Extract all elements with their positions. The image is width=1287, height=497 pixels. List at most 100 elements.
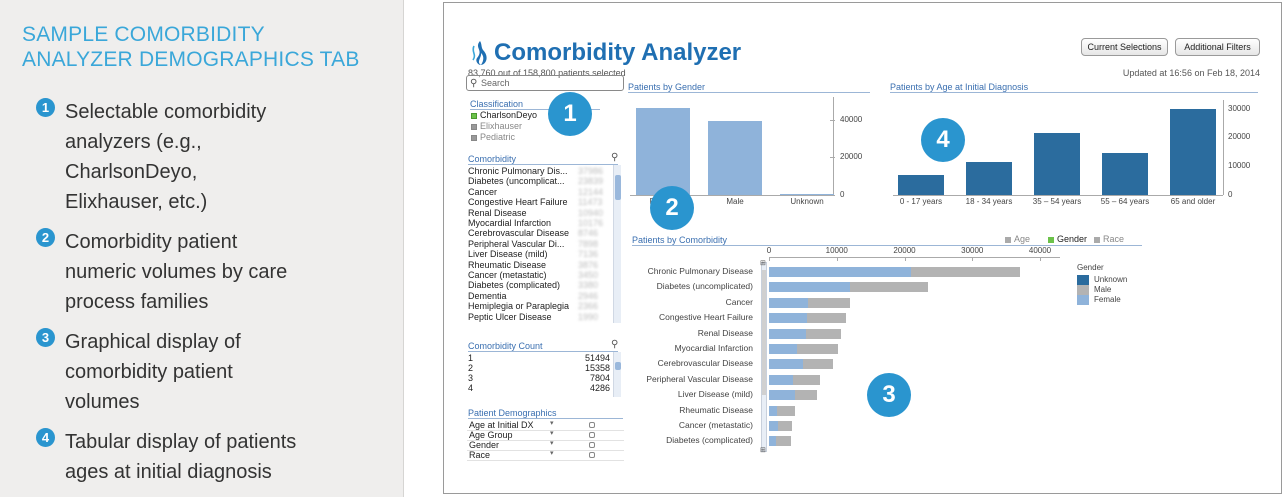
classification-item-elixhauser[interactable]: Elixhauser bbox=[480, 121, 523, 131]
comorb-bar-female[interactable] bbox=[769, 359, 803, 370]
feature-number: 3 bbox=[36, 328, 55, 347]
search-icon[interactable]: ⚲ bbox=[611, 339, 619, 350]
chart-tab-race[interactable]: Race bbox=[1103, 234, 1125, 244]
description-panel: SAMPLE COMORBIDITY ANALYZER DEMOGRAPHICS… bbox=[0, 0, 404, 497]
dropdown-arrow-icon[interactable]: ▾ bbox=[550, 420, 554, 427]
comorb-bar-male[interactable] bbox=[806, 313, 847, 324]
filter-checkbox[interactable] bbox=[589, 452, 595, 458]
comorb-bar-female[interactable] bbox=[769, 344, 798, 354]
count-row-key[interactable]: 3 bbox=[468, 373, 474, 383]
comorb-bar-male[interactable] bbox=[805, 328, 842, 339]
comorb-bar-female[interactable] bbox=[769, 436, 776, 447]
age-bar[interactable] bbox=[1102, 153, 1148, 195]
gender-bar[interactable] bbox=[708, 120, 762, 195]
comorb-bar-male[interactable] bbox=[808, 297, 851, 308]
comorbidity-list-count: 3450 bbox=[578, 270, 599, 280]
comorb-bar-female[interactable] bbox=[769, 297, 809, 308]
comorb-bar-female[interactable] bbox=[769, 374, 793, 385]
comorb-bar-male[interactable] bbox=[777, 421, 793, 431]
gender-bar[interactable] bbox=[636, 108, 690, 195]
comorbidity-list-item[interactable]: Peptic Ulcer Disease bbox=[468, 311, 552, 322]
comorb-bar-male[interactable] bbox=[911, 267, 1020, 277]
demographics-row-label[interactable]: Age at Initial DX bbox=[469, 420, 534, 430]
age-bar[interactable] bbox=[1170, 108, 1216, 195]
gender-chart-title: Patients by Gender bbox=[628, 82, 870, 93]
comorb-bar-female[interactable] bbox=[769, 328, 806, 339]
filter-checkbox[interactable] bbox=[589, 422, 595, 428]
comorbidity-list-item[interactable]: Dementia bbox=[468, 290, 507, 301]
search-input[interactable]: ⚲ Search bbox=[466, 75, 624, 91]
search-icon[interactable]: ⚲ bbox=[611, 152, 619, 163]
comorb-bar-male[interactable] bbox=[850, 282, 929, 293]
comorbidity-list-item[interactable]: Diabetes (uncomplicat... bbox=[468, 176, 565, 187]
x-axis-line bbox=[893, 195, 1223, 196]
comorb-bar-male[interactable] bbox=[777, 405, 795, 416]
comorbidity-list-item[interactable]: Cancer (metastatic) bbox=[468, 270, 547, 280]
selection-summary: 83,760 out of 158,800 patients selected bbox=[468, 68, 626, 78]
legend-item[interactable]: Female bbox=[1094, 295, 1121, 304]
panel-title: SAMPLE COMORBIDITY ANALYZER DEMOGRAPHICS… bbox=[22, 23, 360, 71]
count-row-key[interactable]: 4 bbox=[468, 383, 474, 393]
count-row-key[interactable]: 1 bbox=[468, 353, 474, 363]
age-bar[interactable] bbox=[898, 174, 944, 195]
scroll-thumb[interactable] bbox=[615, 362, 621, 370]
comorbidity-list-item[interactable]: Cerebrovascular Disease bbox=[468, 228, 570, 239]
dropdown-arrow-icon[interactable]: ▾ bbox=[550, 450, 554, 457]
filter-checkbox[interactable] bbox=[589, 432, 595, 438]
demographics-row-label[interactable]: Gender bbox=[469, 440, 500, 450]
classification-item-pediatric[interactable]: Pediatric bbox=[480, 132, 516, 142]
age-chart-title: Patients by Age at Initial Diagnosis bbox=[890, 82, 1258, 93]
comorbidity-list-item[interactable]: Chronic Pulmonary Dis... bbox=[468, 166, 568, 176]
comorb-bar-male[interactable] bbox=[802, 359, 834, 370]
comorb-bar-male[interactable] bbox=[797, 344, 839, 354]
additional-filters-button[interactable]: Additional Filters bbox=[1175, 38, 1260, 56]
comorbidity-list-item[interactable]: Cancer bbox=[468, 186, 498, 197]
chart-tab-age[interactable]: Age bbox=[1014, 234, 1031, 244]
filter-checkbox[interactable] bbox=[589, 442, 595, 448]
comorbidity-list-item[interactable]: Liver Disease (mild) bbox=[468, 249, 548, 260]
comorb-x-tick: 20000 bbox=[893, 246, 916, 255]
comorb-bar-female[interactable] bbox=[769, 390, 795, 401]
comorbidity-list-item[interactable]: Congestive Heart Failure bbox=[468, 197, 568, 208]
count-scrollbar[interactable] bbox=[613, 352, 621, 397]
count-row-key[interactable]: 2 bbox=[468, 363, 474, 373]
comorbidity-list-count: 8746 bbox=[578, 228, 599, 239]
demographics-row-label[interactable]: Race bbox=[469, 450, 491, 460]
classification-item-charlsondeyo[interactable]: CharlsonDeyo bbox=[480, 110, 538, 120]
scroll-up-icon[interactable]: ⊞ bbox=[760, 260, 766, 267]
comorbidity-list-item[interactable]: Myocardial Infarction bbox=[468, 218, 552, 228]
gender-y-tick: 40000 bbox=[840, 114, 863, 124]
scroll-down-icon[interactable]: ⊞ bbox=[760, 447, 766, 454]
comorbidity-list-item[interactable]: Peripheral Vascular Di... bbox=[468, 238, 565, 249]
comorb-bar-female[interactable] bbox=[769, 267, 912, 277]
demographics-row-label[interactable]: Age Group bbox=[469, 430, 513, 440]
tab-indicator bbox=[1094, 237, 1100, 243]
chart-tab-gender[interactable]: Gender bbox=[1057, 234, 1088, 244]
comorb-bar-female[interactable] bbox=[769, 282, 851, 293]
comorb-bar-male[interactable] bbox=[792, 374, 820, 385]
age-bar[interactable] bbox=[966, 161, 1012, 195]
dropdown-arrow-icon[interactable]: ▾ bbox=[550, 430, 554, 437]
chart-scroll-thumb[interactable] bbox=[762, 270, 766, 395]
legend-item[interactable]: Unknown bbox=[1094, 275, 1128, 284]
age-x-tick: 0 - 17 years bbox=[899, 197, 943, 206]
comorbidity-list-item[interactable]: Rheumatic Disease bbox=[468, 259, 547, 270]
comorbidity-scrollbar[interactable] bbox=[613, 165, 621, 323]
gender-bar[interactable] bbox=[780, 194, 834, 196]
comorb-bar-female[interactable] bbox=[769, 421, 778, 431]
comorbidity-list-item[interactable]: Hemiplegia or Paraplegia bbox=[468, 301, 570, 312]
comorb-bar-male[interactable] bbox=[775, 436, 792, 447]
y-tick-mark bbox=[830, 157, 835, 159]
comorbidity-list-item[interactable]: Renal Disease bbox=[468, 207, 527, 218]
comorb-category-label: Diabetes (complicated) bbox=[666, 435, 753, 446]
age-bar[interactable] bbox=[1034, 133, 1080, 195]
callout-badge-1: 1 bbox=[548, 92, 592, 136]
comorb-bar-female[interactable] bbox=[769, 405, 778, 416]
dropdown-arrow-icon[interactable]: ▾ bbox=[550, 440, 554, 447]
current-selections-button[interactable]: Current Selections bbox=[1081, 38, 1168, 56]
comorb-bar-female[interactable] bbox=[769, 313, 807, 324]
legend-item[interactable]: Male bbox=[1094, 285, 1112, 294]
scroll-thumb[interactable] bbox=[615, 175, 621, 200]
comorb-bar-male[interactable] bbox=[794, 390, 818, 401]
comorbidity-list-item[interactable]: Diabetes (complicated) bbox=[468, 280, 561, 291]
